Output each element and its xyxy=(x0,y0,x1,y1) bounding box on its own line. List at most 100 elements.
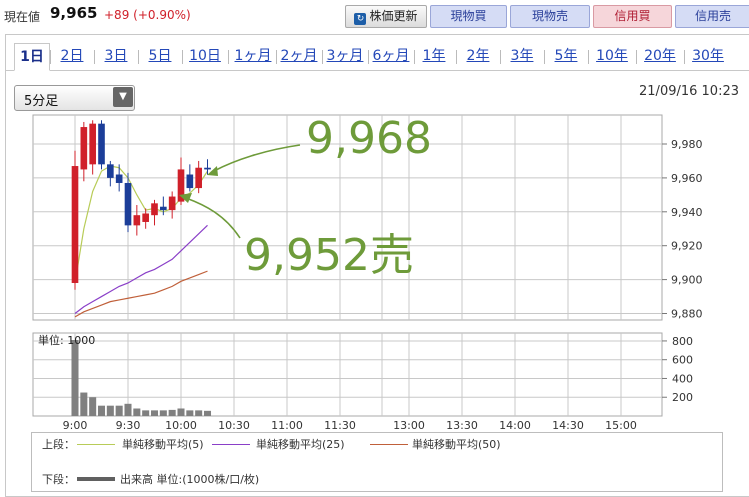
price-value: 9,965 xyxy=(50,4,98,22)
tab-separator xyxy=(49,50,51,64)
volume-bar xyxy=(195,410,203,416)
volume-bar xyxy=(203,410,212,416)
tab-period-9[interactable]: 1年 xyxy=(422,48,446,64)
tab-separator xyxy=(367,50,369,64)
x-tick-label: 9:00 xyxy=(63,419,88,432)
cash-buy-button[interactable]: 現物買 xyxy=(430,5,507,28)
tab-separator xyxy=(587,50,589,64)
chart-timestamp: 21/09/16 10:23 xyxy=(639,84,739,99)
refresh-icon: ↻ xyxy=(354,13,367,25)
margin-buy-button[interactable]: 信用買 xyxy=(593,5,672,28)
x-tick-label: 11:30 xyxy=(324,419,356,432)
candle-body xyxy=(107,164,114,178)
volume-bar xyxy=(89,397,97,416)
tab-separator xyxy=(93,50,95,64)
candle-body xyxy=(142,213,149,222)
tab-period-5[interactable]: 1ヶ月 xyxy=(234,48,272,64)
tab-period-13[interactable]: 10年 xyxy=(596,48,628,64)
candle-body xyxy=(89,123,96,165)
price-tick-label: 9,920 xyxy=(671,240,703,253)
legend-ma25-swatch xyxy=(212,444,250,445)
tab-period-8[interactable]: 6ヶ月 xyxy=(372,48,410,64)
tab-period-3[interactable]: 5日 xyxy=(148,48,172,64)
annotation-label-2: 9,952売 xyxy=(244,230,414,281)
volume-bar xyxy=(133,408,141,416)
tab-separator xyxy=(635,50,637,64)
legend-ma50-swatch xyxy=(370,444,408,445)
price-tick-label: 9,960 xyxy=(671,172,703,185)
volume-tick-label: 400 xyxy=(672,372,693,385)
tab-period-6[interactable]: 2ヶ月 xyxy=(280,48,318,64)
tab-separator xyxy=(227,50,229,64)
annotation-arrow-2 xyxy=(185,197,241,239)
refresh-price-label: 株価更新 xyxy=(369,9,418,23)
annotation-arrowhead-2 xyxy=(179,193,192,203)
tab-separator xyxy=(455,50,457,64)
legend-upper-label: 上段： xyxy=(42,438,75,451)
quote-header: 現在値 9,965 +89 (+0.90%) ↻ 株価更新 現物買 現物売 信用買… xyxy=(0,0,749,34)
annotation-arrowhead-1 xyxy=(207,166,218,176)
legend-ma25: 単純移動平均(25) xyxy=(256,438,345,451)
x-tick-label: 14:30 xyxy=(552,419,584,432)
tab-separator xyxy=(543,50,545,64)
volume-bar xyxy=(186,410,194,416)
candle-body xyxy=(151,203,158,216)
x-tick-label: 11:00 xyxy=(271,419,303,432)
price-label: 現在値 xyxy=(4,10,41,24)
volume-bar xyxy=(177,408,185,416)
margin-sell-button[interactable]: 信用売 xyxy=(675,5,749,28)
volume-bar xyxy=(71,340,79,416)
tab-period-15[interactable]: 30年 xyxy=(692,48,724,64)
chevron-down-icon: ▼ xyxy=(113,87,133,107)
tab-separator xyxy=(181,50,183,64)
x-tick-label: 13:00 xyxy=(393,419,425,432)
volume-bar xyxy=(80,392,88,416)
volume-bar xyxy=(115,405,123,416)
volume-tick-label: 200 xyxy=(672,391,693,404)
x-tick-label: 15:00 xyxy=(605,419,637,432)
tab-period-7[interactable]: 3ヶ月 xyxy=(326,48,364,64)
tab-period-11[interactable]: 3年 xyxy=(510,48,534,64)
candle-body xyxy=(195,167,202,189)
annotation-label-1: 9,968 xyxy=(306,113,432,164)
volume-unit-label: 単位: 1000 xyxy=(38,333,95,347)
volume-plot-frame xyxy=(32,332,663,417)
tab-separator xyxy=(321,50,323,64)
tab-period-4[interactable]: 10日 xyxy=(189,48,221,64)
candle-body xyxy=(186,174,194,189)
tab-period-2[interactable]: 3日 xyxy=(104,48,128,64)
candle-body xyxy=(71,166,79,283)
tab-period-1[interactable]: 2日 xyxy=(60,48,84,64)
candle-body xyxy=(133,215,141,226)
volume-tick-label: 600 xyxy=(672,354,693,367)
candle-body xyxy=(124,182,132,226)
cash-sell-button[interactable]: 現物売 xyxy=(510,5,590,28)
candle-body xyxy=(160,206,167,211)
chart-legend: 上段： 単純移動平均(5) 単純移動平均(25) 単純移動平均(50) 下段： … xyxy=(31,432,723,492)
candle-body xyxy=(177,169,185,202)
volume-bar xyxy=(150,410,159,416)
candle-body xyxy=(204,167,211,170)
volume-bar xyxy=(142,410,150,416)
tab-period-10[interactable]: 2年 xyxy=(466,48,490,64)
volume-bar xyxy=(124,403,132,416)
refresh-price-button[interactable]: ↻ 株価更新 xyxy=(345,5,427,28)
legend-ma5-swatch xyxy=(77,444,115,445)
tab-separator xyxy=(683,50,685,64)
tab-divider xyxy=(5,70,749,71)
annotation-arrow-1 xyxy=(213,144,301,172)
candle-body xyxy=(98,123,105,165)
candle-body xyxy=(80,127,88,170)
legend-volume: 出来高 単位:(1000株/口/枚) xyxy=(120,473,260,486)
interval-select[interactable]: 5分足 ▼ xyxy=(14,85,135,111)
x-tick-label: 13:30 xyxy=(446,419,478,432)
legend-volume-swatch xyxy=(77,477,115,481)
candle-body xyxy=(115,174,123,183)
x-tick-label: 14:00 xyxy=(499,419,531,432)
tab-period-14[interactable]: 20年 xyxy=(644,48,676,64)
tab-period-12[interactable]: 5年 xyxy=(554,48,578,64)
x-tick-label: 10:00 xyxy=(165,419,197,432)
tab-separator xyxy=(499,50,501,64)
price-tick-label: 9,900 xyxy=(671,274,703,287)
